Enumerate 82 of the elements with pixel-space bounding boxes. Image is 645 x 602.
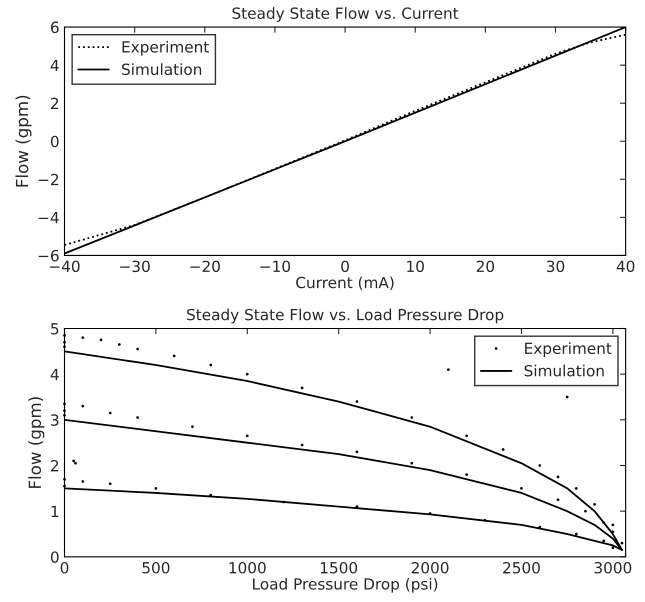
point [611,530,614,534]
y-tick-label: 5 [51,323,58,335]
point [611,546,614,550]
x-tick-label: −20 [190,260,220,272]
point [136,416,140,419]
point [246,434,249,438]
y-tick-label: 2 [51,98,58,110]
point [593,502,596,506]
x-tick-label: 1500 [320,562,358,574]
point [446,368,450,371]
x-tick-label: 40 [616,260,634,272]
x-tick-label: −40 [50,260,80,272]
x-tick-label: 500 [142,562,170,574]
x-tick-label: 20 [476,260,494,272]
point [620,542,624,545]
x-axis-title: Current (mA) [296,276,394,290]
point [410,462,414,465]
y-tick-label: 2 [51,460,58,472]
point [100,338,102,342]
x-tick-label: −10 [260,260,290,272]
point [356,450,358,454]
y-tick-label: 0 [50,136,59,148]
y-tick-label: 1 [52,506,58,517]
point [154,486,158,490]
point [108,412,112,414]
point [72,460,76,462]
point [172,354,176,358]
point [136,348,140,350]
y-tick-label: −2 [38,174,58,186]
y-tick-label: −6 [38,250,59,262]
point [602,539,606,542]
point [246,372,249,376]
y-axis-title: Flow (gpm) [28,397,44,488]
point [74,462,77,465]
x-tick-label: 30 [546,260,564,272]
point [556,476,560,478]
y-tick-label: 4 [50,368,59,380]
x-axis-title: Load Pressure Drop (psi) [253,578,438,593]
point [584,510,587,513]
y-tick-label: −4 [38,212,59,224]
point [566,396,569,398]
legend-label: Experiment [122,40,209,56]
point [108,482,112,486]
x-tick-label: 3000 [594,562,632,574]
point [538,464,542,467]
point [602,521,606,524]
point [465,473,468,476]
point [574,486,578,490]
x-tick-label: 0 [341,260,349,272]
point [556,498,560,502]
y-tick-label: 4 [50,60,59,71]
point [484,518,486,522]
x-tick-label: 2500 [503,562,540,574]
x-tick-label: 0 [60,562,68,574]
point [300,444,304,446]
legend-label: Experiment [525,342,612,358]
x-tick-label: 10 [407,260,424,272]
point [191,425,194,428]
y-tick-label: 6 [50,22,59,34]
point [81,480,84,483]
point [520,486,523,490]
y-tick-label: 3 [51,414,58,426]
point [300,386,304,390]
point [410,416,414,419]
y-tick-label: 0 [50,551,59,563]
chart-title: Steady State Flow vs. Current [232,7,458,22]
point [81,404,84,408]
point [81,336,84,340]
point [574,532,578,536]
x-tick-label: −30 [120,260,150,272]
point [465,434,468,438]
point [502,448,505,451]
point [209,364,212,366]
x-tick-label: 1000 [230,562,266,574]
point [611,523,614,526]
point [356,400,358,403]
legend-label: Simulation [524,364,604,377]
legend-label: Simulation [122,63,202,76]
y-axis-title: Flow (gpm) [15,96,32,186]
x-tick-label: 2000 [412,562,448,574]
chart-title: Steady State Flow vs. Load Pressure Drop [187,308,504,324]
point [118,343,121,346]
